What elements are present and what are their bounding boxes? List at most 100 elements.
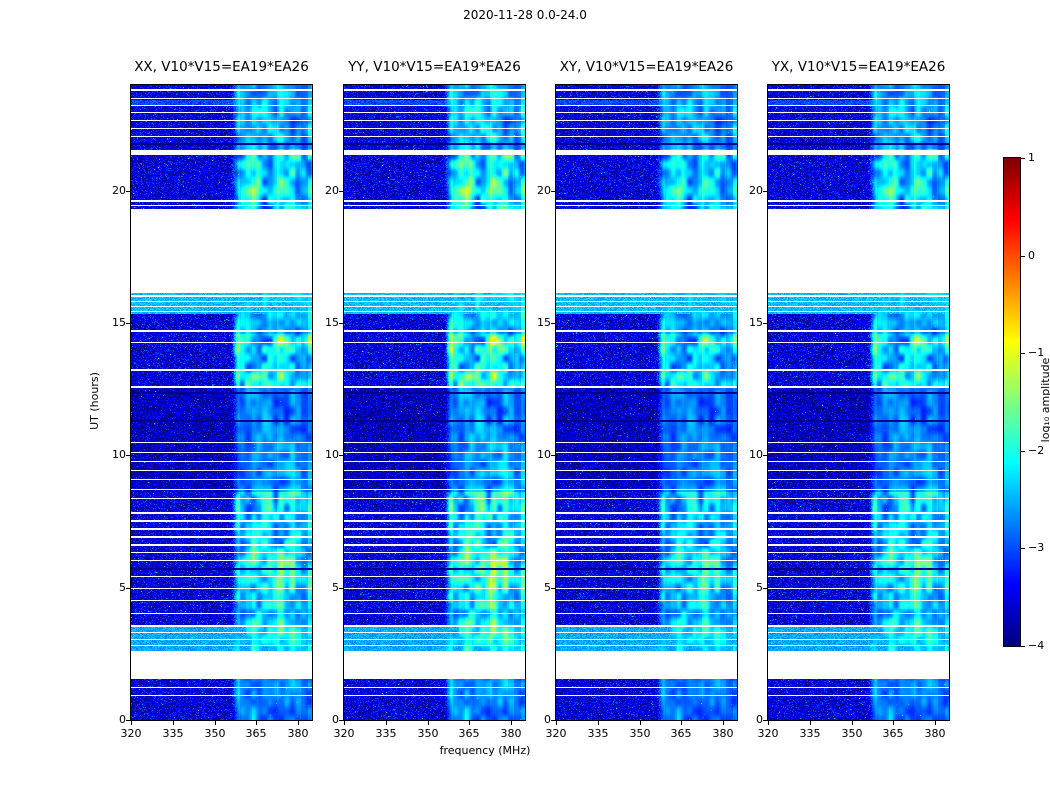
x-tick-label: 380: [712, 727, 734, 740]
y-tick: [339, 323, 343, 324]
y-tick-label: 5: [544, 581, 551, 594]
y-tick: [763, 720, 767, 721]
y-tick: [551, 455, 555, 456]
y-tick: [551, 191, 555, 192]
y-tick: [126, 191, 130, 192]
x-tick-label: 335: [799, 727, 821, 740]
panel-title-xx: XX, V10*V15=EA19*EA26: [134, 59, 309, 75]
x-tick: [640, 721, 641, 725]
x-tick: [852, 721, 853, 725]
y-tick-label: 5: [332, 581, 339, 594]
spectrogram-xy: [555, 84, 738, 721]
y-tick-label: 0: [119, 713, 126, 726]
x-tick: [723, 721, 724, 725]
x-tick: [598, 721, 599, 725]
colorbar-tick: [1021, 548, 1025, 549]
x-tick-label: 335: [375, 727, 397, 740]
y-tick: [126, 720, 130, 721]
y-tick: [339, 191, 343, 192]
colorbar-tick-label: 1: [1028, 151, 1035, 164]
x-tick-label: 335: [587, 727, 609, 740]
y-tick-label: 0: [332, 713, 339, 726]
x-tick-label: 380: [500, 727, 522, 740]
x-tick-label: 320: [333, 727, 355, 740]
y-tick: [551, 588, 555, 589]
x-tick: [298, 721, 299, 725]
panel-title-yy: YY, V10*V15=EA19*EA26: [348, 59, 521, 75]
x-tick-label: 350: [629, 727, 651, 740]
y-tick-label: 10: [325, 448, 339, 461]
panel-title-xy: XY, V10*V15=EA19*EA26: [559, 59, 734, 75]
colorbar-tick: [1021, 256, 1025, 257]
colorbar-tick-label: −4: [1028, 639, 1045, 652]
x-tick-label: 365: [670, 727, 692, 740]
x-tick: [344, 721, 345, 725]
y-tick: [126, 455, 130, 456]
y-tick-label: 15: [537, 316, 551, 329]
x-tick: [556, 721, 557, 725]
colorbar-tick-label: −3: [1028, 541, 1045, 554]
x-tick-label: 320: [120, 727, 142, 740]
x-tick: [428, 721, 429, 725]
spectrogram-xx: [130, 84, 313, 721]
x-tick-label: 320: [545, 727, 567, 740]
x-tick: [768, 721, 769, 725]
x-axis-label: frequency (MHz): [439, 744, 531, 757]
x-tick-label: 350: [417, 727, 439, 740]
colorbar-tick: [1021, 158, 1025, 159]
y-tick: [126, 588, 130, 589]
x-tick: [681, 721, 682, 725]
y-tick-label: 5: [119, 581, 126, 594]
panel-title-yx: YX, V10*V15=EA19*EA26: [771, 59, 946, 75]
y-tick-label: 5: [756, 581, 763, 594]
x-tick-label: 335: [162, 727, 184, 740]
y-tick: [763, 323, 767, 324]
y-tick: [763, 588, 767, 589]
colorbar-tick: [1021, 646, 1025, 647]
y-tick-label: 15: [112, 316, 126, 329]
y-tick-label: 10: [537, 448, 551, 461]
y-tick-label: 0: [544, 713, 551, 726]
y-tick-label: 0: [756, 713, 763, 726]
y-tick-label: 20: [325, 184, 339, 197]
y-tick-label: 20: [749, 184, 763, 197]
x-tick-label: 365: [882, 727, 904, 740]
colorbar-tick-label: −2: [1028, 444, 1045, 457]
x-tick-label: 320: [757, 727, 779, 740]
y-tick-label: 20: [112, 184, 126, 197]
x-tick: [215, 721, 216, 725]
y-tick-label: 10: [749, 448, 763, 461]
x-tick: [173, 721, 174, 725]
y-tick: [339, 588, 343, 589]
x-tick: [935, 721, 936, 725]
y-tick-label: 10: [112, 448, 126, 461]
y-tick: [551, 720, 555, 721]
y-axis-label: UT (hours): [88, 372, 101, 430]
y-tick: [126, 323, 130, 324]
y-tick: [763, 191, 767, 192]
colorbar-tick: [1021, 451, 1025, 452]
x-tick-label: 350: [841, 727, 863, 740]
y-tick-label: 15: [749, 316, 763, 329]
x-tick-label: 380: [287, 727, 309, 740]
figure-suptitle: 2020-11-28 0.0-24.0: [463, 8, 587, 22]
colorbar-tick: [1021, 353, 1025, 354]
x-tick: [131, 721, 132, 725]
y-tick: [551, 323, 555, 324]
x-tick-label: 350: [204, 727, 226, 740]
x-tick-label: 365: [458, 727, 480, 740]
spectrogram-yx: [767, 84, 950, 721]
colorbar-label: log₁₀ amplitude: [1039, 357, 1050, 443]
spectrogram-yy: [343, 84, 526, 721]
y-tick: [763, 455, 767, 456]
colorbar: [1003, 157, 1021, 647]
x-tick: [469, 721, 470, 725]
colorbar-tick-label: 0: [1028, 249, 1035, 262]
x-tick: [893, 721, 894, 725]
y-tick-label: 20: [537, 184, 551, 197]
colorbar-tick-label: −1: [1028, 346, 1045, 359]
x-tick: [256, 721, 257, 725]
y-tick-label: 15: [325, 316, 339, 329]
y-tick: [339, 720, 343, 721]
